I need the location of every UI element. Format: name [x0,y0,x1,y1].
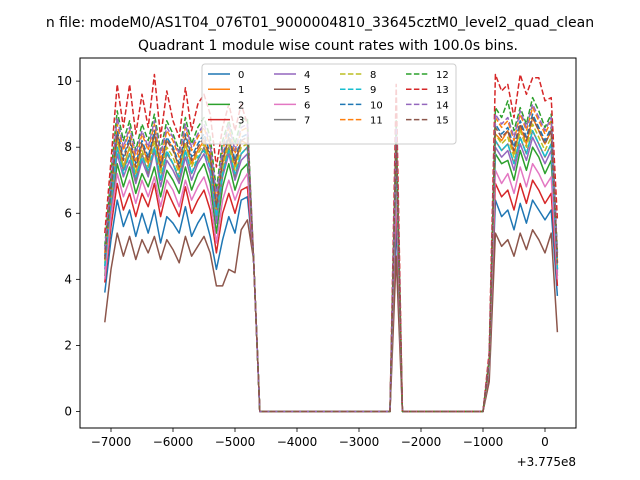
x-tick-label: −1000 [463,435,504,449]
legend-label-7: 7 [304,116,310,127]
plot-frame [79,57,577,429]
x-tick-label: −5000 [215,435,256,449]
chart-title: Quadrant 1 module wise count rates with … [138,38,518,54]
x-tick-label: 0 [541,435,549,449]
x-tick-label: −2000 [401,435,442,449]
legend-label-9: 9 [370,85,376,96]
legend-label-8: 8 [370,70,376,81]
legend-label-13: 13 [436,85,449,96]
plot-lines [104,73,559,413]
y-axis-ticks: 0 2 4 6 8 10 [57,74,80,418]
legend-label-4: 4 [304,70,310,81]
x-tick-label: −4000 [277,435,318,449]
legend-label-6: 6 [304,100,310,111]
legend-label-2: 2 [238,100,244,111]
legend-label-11: 11 [370,116,383,127]
figure-suptitle: n file: modeM0/AS1T04_076T01_9000004810_… [46,15,594,31]
legend-label-12: 12 [436,70,449,81]
y-tick-label: 6 [64,206,72,220]
y-tick-label: 0 [64,404,72,418]
y-tick-label: 4 [64,272,72,286]
legend-label-15: 15 [436,116,449,127]
x-axis-ticks: −7000 −6000 −5000 −4000 −3000 −2000 −1000 0 [91,428,549,449]
legend-label-1: 1 [238,85,244,96]
x-offset-text: +3.775e8 [517,455,576,469]
x-tick-label: −3000 [339,435,380,449]
legend-label-10: 10 [370,100,383,111]
legend-box [201,63,457,145]
legend-label-3: 3 [238,116,244,127]
x-tick-label: −6000 [153,435,194,449]
legend-label-14: 14 [436,100,449,111]
y-tick-label: 8 [64,140,72,154]
x-tick-label: −7000 [91,435,132,449]
legend-label-0: 0 [238,70,244,81]
series-line-14 [104,103,559,413]
y-tick-label: 10 [57,74,72,88]
legend-label-5: 5 [304,85,310,96]
y-tick-label: 2 [64,338,72,352]
series-line-15 [104,116,559,413]
